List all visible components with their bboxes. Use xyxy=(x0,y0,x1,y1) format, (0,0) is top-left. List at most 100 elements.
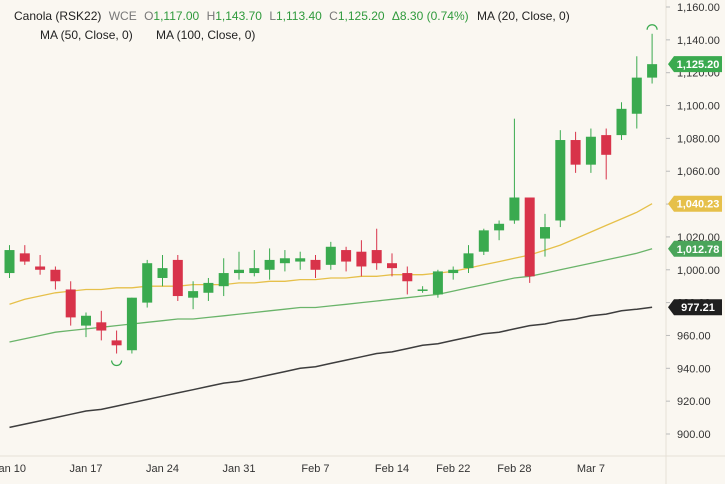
candle-up xyxy=(188,281,199,310)
y-tick-label: 1,140.00 xyxy=(677,35,720,47)
candle-body xyxy=(126,297,137,351)
badge-label: 977.21 xyxy=(681,302,715,314)
candle-up xyxy=(234,251,244,280)
badge-label: 1,125.20 xyxy=(677,59,720,71)
low-value: 1,113.40 xyxy=(276,9,322,23)
candle-body xyxy=(524,197,535,277)
candle-body xyxy=(432,271,443,295)
x-tick-label: Feb 22 xyxy=(436,463,470,475)
candle-body xyxy=(616,108,627,136)
last-value-badge: 1,040.23 xyxy=(668,195,722,212)
candle-body xyxy=(540,227,550,239)
candle-down xyxy=(35,254,46,275)
candle-up xyxy=(142,259,153,308)
candle-body xyxy=(356,251,367,267)
candle-body xyxy=(402,273,413,282)
candle-down xyxy=(50,266,61,290)
candle-up xyxy=(432,269,443,298)
candle-body xyxy=(249,268,260,274)
candle-body xyxy=(448,269,459,274)
x-axis: Jan 10 Jan 17 Jan 24 Jan 31 Feb 7 Feb 14 Feb 2… xyxy=(0,463,605,475)
candle-body xyxy=(172,259,183,297)
x-tick-label: Feb 7 xyxy=(301,463,329,475)
x-tick-label: Feb 14 xyxy=(375,463,409,475)
candle-down xyxy=(96,310,107,341)
series-line xyxy=(9,248,653,343)
last-value-badges: 1,125.20 1,040.23 1,012.78 977.21 xyxy=(668,56,722,316)
candle-down xyxy=(387,253,397,277)
candle-body xyxy=(478,230,489,252)
candle-body xyxy=(65,289,76,318)
y-tick-label: 920.00 xyxy=(677,396,711,408)
x-tick-label: Jan 10 xyxy=(0,463,26,475)
high-label: H xyxy=(207,9,216,23)
candle-body xyxy=(585,136,596,165)
candle-body xyxy=(463,253,474,269)
candle-body xyxy=(371,250,382,264)
candle-down xyxy=(111,330,122,354)
candle-up xyxy=(509,118,520,224)
y-tick-label: 1,160.00 xyxy=(677,2,720,14)
x-tick-label: Jan 24 xyxy=(146,463,179,475)
badge-shape xyxy=(668,56,722,73)
x-tick-label: Mar 7 xyxy=(577,463,605,475)
candle-body xyxy=(310,259,321,270)
high-marker xyxy=(646,24,658,30)
candle-body xyxy=(50,269,61,282)
candle-body xyxy=(96,322,107,331)
badge-label: 1,012.78 xyxy=(677,244,720,256)
series-line xyxy=(9,306,653,429)
candle-body xyxy=(387,263,397,269)
open-label: O xyxy=(144,9,153,23)
candle-body xyxy=(203,282,214,293)
candle-body xyxy=(295,258,306,262)
legend-ma-20: MA (20, Close, 0) xyxy=(477,9,570,23)
candle-body xyxy=(188,291,199,298)
candle-up xyxy=(555,130,566,228)
candle-body xyxy=(647,64,658,78)
legend: Canola (RSK22) WCE O1,117.00 H1,143.70 L… xyxy=(14,9,570,42)
candle-body xyxy=(555,140,566,221)
close-label: C xyxy=(329,9,338,23)
candle-up xyxy=(417,286,428,293)
close-value: 1,125.20 xyxy=(338,9,385,23)
moving-average-lines xyxy=(9,203,653,429)
badge-shape xyxy=(668,240,722,257)
candle-up xyxy=(647,33,658,84)
badge-shape xyxy=(668,195,722,212)
y-tick-label: 940.00 xyxy=(677,363,711,375)
candle-body xyxy=(264,259,275,270)
candle-body xyxy=(157,268,168,278)
candle-up xyxy=(325,241,336,270)
candle-up xyxy=(264,248,275,280)
badge-shape xyxy=(668,299,722,316)
candle-body xyxy=(494,223,505,231)
x-tick-label: Feb 28 xyxy=(497,463,531,475)
y-tick-label: 1,060.00 xyxy=(677,166,720,178)
high-low-markers xyxy=(111,24,658,367)
candle-up xyxy=(494,220,505,241)
legend-ma-100: MA (100, Close, 0) xyxy=(156,28,255,42)
candle-down xyxy=(570,131,581,173)
candle-up xyxy=(448,266,459,280)
candle-down xyxy=(65,281,76,326)
candle-up xyxy=(4,245,15,278)
svg-text:Canola (RSK22) WCE: Canola (RSK22) WCE O1,117.00 H1,143.70 L… xyxy=(14,9,469,23)
candle-up xyxy=(478,228,489,255)
legend-ma-50: MA (50, Close, 0) xyxy=(40,28,133,42)
symbol-label: Canola (RSK22) xyxy=(14,9,101,23)
candle-down xyxy=(402,266,413,295)
candle-body xyxy=(601,135,612,155)
y-tick-label: 1,100.00 xyxy=(677,101,720,113)
y-tick-label: 1,000.00 xyxy=(677,265,720,277)
candle-down xyxy=(601,128,612,180)
candle-body xyxy=(218,273,229,287)
candle-up xyxy=(295,251,306,270)
badge-label: 1,040.23 xyxy=(677,199,720,211)
candle-down xyxy=(356,240,367,277)
candle-down xyxy=(172,254,183,301)
change-value: Δ8.30 (0.74%) xyxy=(392,9,469,23)
candle-down xyxy=(310,254,321,278)
candle-body xyxy=(417,289,428,291)
